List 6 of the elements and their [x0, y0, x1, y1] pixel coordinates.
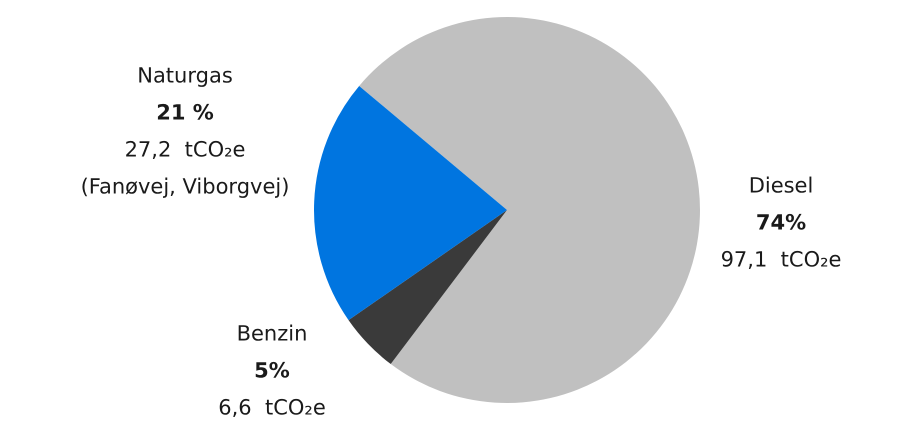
slice-label: Diesel [748, 173, 814, 198]
data-label: 21 % 27,2 tCO₂e (Fanøvej, Viborgvej) [80, 100, 290, 198]
data-label: 74% 97,1 tCO₂e [720, 210, 842, 272]
data-label: 5% 6,6 tCO₂e [218, 358, 326, 420]
slice-label: Benzin [236, 321, 308, 346]
slice-label: Naturgas [137, 63, 233, 88]
